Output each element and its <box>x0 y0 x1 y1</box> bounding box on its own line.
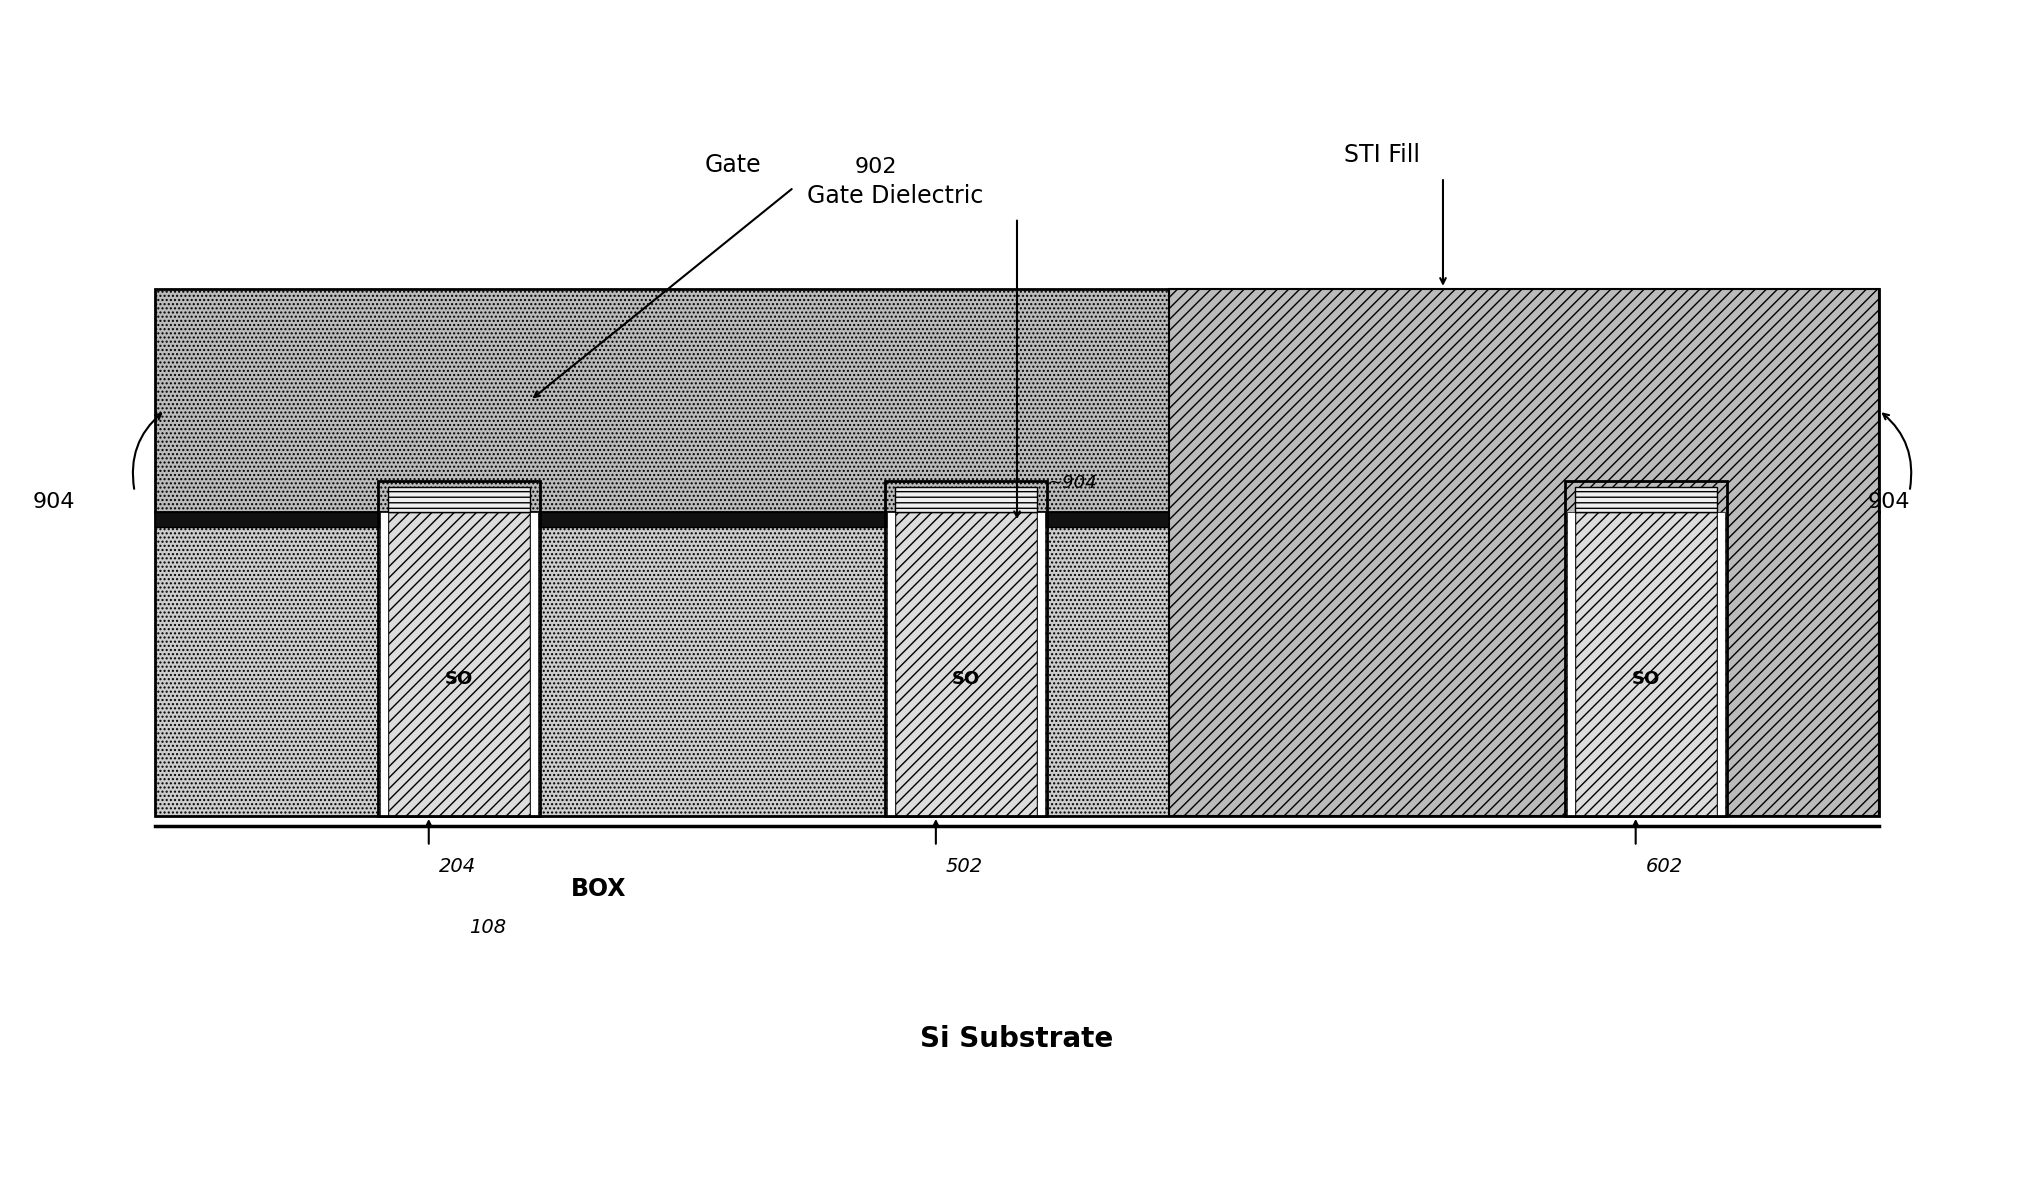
Bar <box>388 512 531 816</box>
Bar <box>1574 486 1717 512</box>
Text: Gate Dielectric: Gate Dielectric <box>807 184 984 208</box>
Bar <box>1037 512 1045 816</box>
Bar <box>388 486 531 512</box>
Bar <box>895 486 1037 512</box>
Bar <box>155 512 1879 816</box>
Text: 108: 108 <box>470 918 506 937</box>
Bar <box>1170 288 1879 816</box>
Bar <box>378 482 541 816</box>
Text: 602: 602 <box>1646 856 1682 875</box>
Text: Si Substrate: Si Substrate <box>919 1025 1115 1053</box>
Text: Gate: Gate <box>704 153 761 177</box>
Bar <box>155 512 1879 527</box>
Text: 502: 502 <box>946 856 982 875</box>
Text: 904: 904 <box>1867 492 1910 511</box>
Bar <box>1717 512 1725 816</box>
Text: ~904: ~904 <box>1048 473 1096 491</box>
Text: 902: 902 <box>854 158 897 177</box>
Bar <box>887 512 895 816</box>
Bar <box>1566 512 1574 816</box>
Text: SO: SO <box>1631 670 1660 688</box>
Text: 904: 904 <box>33 492 75 511</box>
Bar <box>1564 482 1727 816</box>
Text: 204: 204 <box>439 856 476 875</box>
Bar <box>531 512 539 816</box>
Bar <box>380 512 388 816</box>
Bar <box>895 512 1037 816</box>
Bar <box>885 482 1048 816</box>
Text: SO: SO <box>445 670 474 688</box>
Bar <box>155 288 1879 512</box>
Text: SO: SO <box>952 670 980 688</box>
Bar <box>1574 512 1717 816</box>
Text: STI Fill: STI Fill <box>1344 144 1420 167</box>
Text: BOX: BOX <box>572 876 626 901</box>
